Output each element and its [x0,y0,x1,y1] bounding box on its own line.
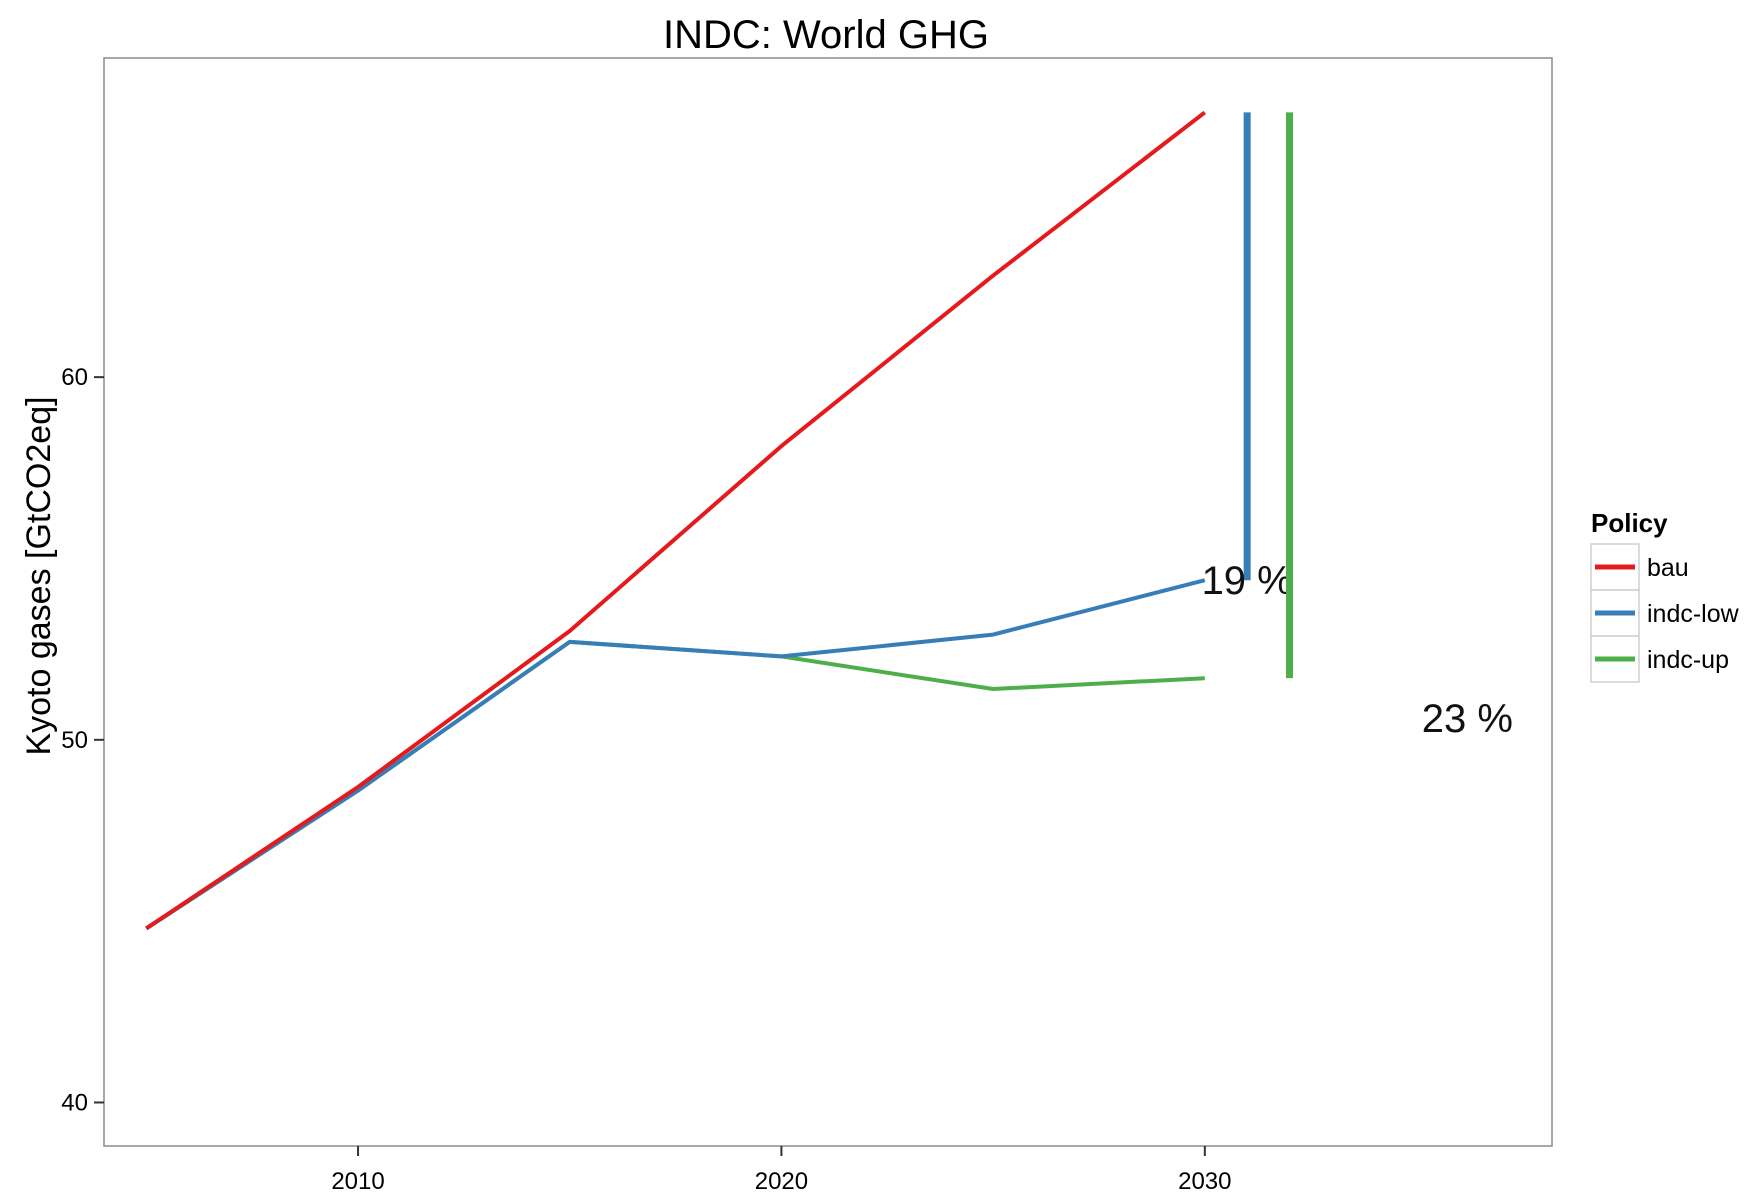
series-line-bau [145,110,1207,931]
y-tick-label: 40 [61,1089,88,1116]
x-tick-label: 2010 [331,1168,384,1195]
series-line-indc-low [145,578,1206,931]
y-axis-label: Kyoto gases [GtCO2eq] [20,396,58,755]
y-tick-label: 60 [61,364,88,391]
legend-label-indc-low: indc-low [1647,600,1740,628]
reduction-label-indc-up: 23 % [1422,697,1513,741]
x-tick-label: 2030 [1178,1168,1231,1195]
axes: 2010 2020 2030 40 50 60 [61,364,1231,1195]
reduction-label-indc-low: 19 % [1202,559,1293,603]
chart-title: INDC: World GHG [663,13,989,57]
legend-title: Policy [1591,508,1668,538]
y-tick-label: 50 [61,727,88,754]
plot-panel [103,57,1553,1147]
series-group [145,110,1207,931]
legend-label-indc-up: indc-up [1647,646,1729,674]
legend-label-bau: bau [1647,554,1689,582]
legend: Policy bau indc-low indc-up [1590,508,1740,683]
annotations: 19 % 23 % [1202,112,1513,741]
x-tick-label: 2020 [755,1168,808,1195]
